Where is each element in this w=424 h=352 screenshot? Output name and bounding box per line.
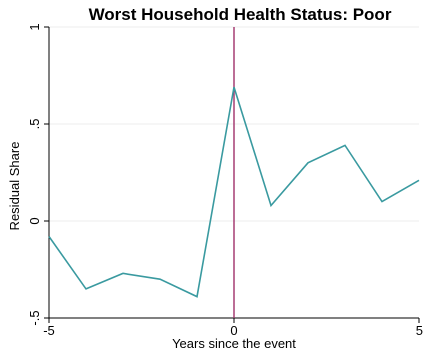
ticks-group: -.5 0 .5 1 -5 0 5 xyxy=(27,23,423,338)
series-group xyxy=(48,86,420,298)
x-tick-label-0: -5 xyxy=(43,323,55,338)
y-axis-label: Residual Share xyxy=(7,142,22,231)
y-tick-label-1: 0 xyxy=(27,217,42,224)
chart-title: Worst Household Health Status: Poor xyxy=(89,5,392,24)
x-axis-label: Years since the event xyxy=(172,336,296,351)
y-tick-label-2: .5 xyxy=(27,119,42,130)
y-tick-label-3: 1 xyxy=(27,23,42,30)
x-tick-label-2: 5 xyxy=(416,323,423,338)
x-tick-label-1: 0 xyxy=(230,323,237,338)
y-tick-label-0: -.5 xyxy=(27,310,42,325)
